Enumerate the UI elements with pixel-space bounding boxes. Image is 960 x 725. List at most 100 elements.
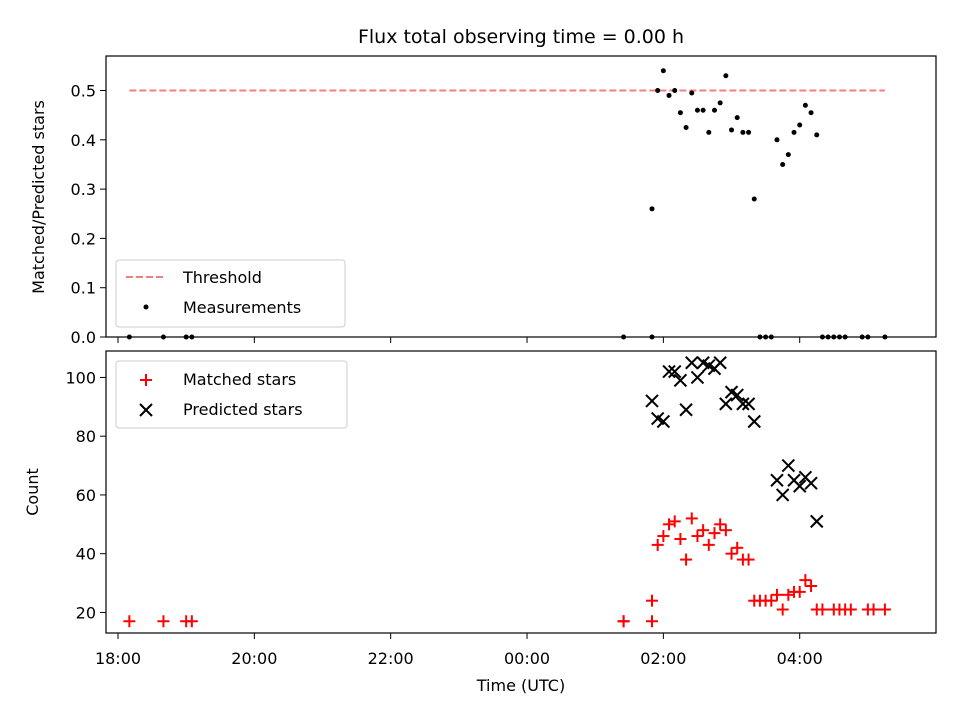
predicted-star-point [741,397,756,411]
top-axes: 0.0 0.1 0.2 0.3 0.4 0.5 [71,82,801,347]
matched-star-point [702,538,715,551]
x-tick-label: 20:00 [231,649,277,668]
predicted-legend-marker [139,403,153,417]
measurement-point [666,92,672,98]
predicted-legend-label: Predicted stars [183,400,303,419]
matched-star-point [844,603,857,616]
measurement-point [694,107,700,113]
x-tick-label: 04:00 [777,649,823,668]
bottom-panel: 20 40 60 80 100 18:00 20:00 22:00 00:00 02:00 04:0… [23,350,937,695]
measurements-legend-marker [143,304,149,310]
matched-star-point [697,524,710,537]
bottom-y-tick-label: 40 [76,545,96,564]
top-y-tick-label: 0.0 [71,328,96,347]
chart-title: Flux total observing time = 0.00 h [358,26,684,48]
predicted-star-point [656,414,671,429]
matched-star-point [805,580,818,592]
predicted-star-point [645,394,659,408]
bottom-y-tick-label: 20 [76,603,96,622]
bottom-legend-box [115,360,348,429]
predicted-star-point [690,370,705,385]
measurement-point [785,152,791,158]
matched-star-point [668,515,681,528]
matched-star-point [645,615,658,628]
bottom-y-tick-label: 60 [76,486,96,505]
measurement-point [660,68,666,74]
predicted-star-point [770,473,784,487]
measurement-point [683,124,689,130]
matched-star-point [617,615,630,628]
predicted-star-point [668,364,682,379]
matched-legend-label: Matched stars [183,370,296,389]
matched-star-point [714,518,727,531]
top-y-axis-label: Matched/Predicted stars [29,100,48,294]
matched-star-point [867,603,880,616]
predicted-star-point [747,414,761,429]
bottom-y-tick-label: 100 [65,368,96,387]
predicted-star-point [662,364,676,379]
predicted-star-point [804,476,818,490]
top-marks [126,68,888,340]
matched-star-point [157,615,170,628]
matched-star-point [782,588,795,601]
measurement-point [729,127,735,133]
top-legend-box [115,259,346,328]
matched-star-point [799,574,812,587]
top-y-tick-label: 0.5 [71,82,96,101]
bottom-axes: 20 40 60 80 100 18:00 20:00 22:00 00:00 02:00 04:0… [65,368,822,668]
matched-legend-marker [140,374,152,386]
matched-star-point [185,615,198,628]
matched-star-point [793,585,806,598]
predicted-star-point [673,373,688,388]
predicted-star-point [781,458,796,473]
measurement-point [774,137,780,143]
matched-star-point [685,512,698,525]
predicted-star-point [685,356,699,370]
matched-star-point [708,527,721,540]
matched-star-point [878,603,891,616]
predicted-star-point [775,488,790,502]
bottom-marks [123,356,891,628]
measurement-point [706,129,712,135]
measurements-legend-label: Measurements [183,298,301,317]
x-tick-label: 02:00 [640,649,686,668]
matched-star-point [123,615,136,628]
matched-star-point [645,594,658,607]
measurement-point [746,129,752,135]
x-tick-label: 22:00 [368,649,414,668]
measurement-point [677,110,683,116]
x-tick-label: 00:00 [504,649,550,668]
top-y-tick-label: 0.2 [71,229,96,248]
matched-star-point [719,524,732,537]
matched-star-point [663,518,676,531]
measurement-point [814,132,820,138]
predicted-star-point [719,397,733,411]
matched-star-point [816,603,829,616]
measurement-point [717,100,723,106]
x-axis-label: Time (UTC) [476,676,565,695]
matched-star-point [691,530,704,543]
matched-star-point [680,553,693,566]
bottom-legend: Matched stars Predicted stars [115,360,348,429]
matched-star-point [770,588,783,601]
predicted-star-point [730,388,744,402]
top-y-tick-label: 0.3 [71,180,96,199]
measurement-point [700,107,706,113]
measurement-point [802,102,808,108]
measurement-point [808,110,814,116]
matched-star-point [725,547,738,560]
top-panel: 0.0 0.1 0.2 0.3 0.4 0.5 Matched/Predicted sta… [29,55,937,347]
matched-star-point [651,538,664,551]
matched-star-point [765,594,778,607]
measurement-point [672,88,678,94]
predicted-star-point [713,356,727,370]
predicted-star-point [792,479,807,493]
measurement-point [740,129,746,135]
threshold-legend-label: Threshold [182,268,262,287]
top-legend: Threshold Measurements [115,259,346,328]
matched-star-point [776,603,789,616]
bottom-y-tick-label: 80 [76,427,96,446]
measurement-point [797,122,803,128]
bottom-plot-frame [105,350,937,634]
